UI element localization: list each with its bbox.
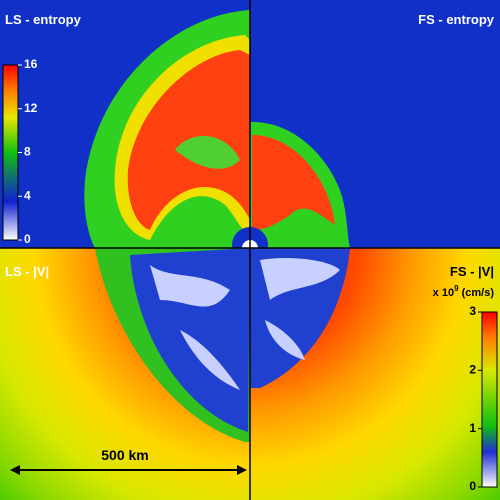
panel-label: FS - |V| <box>450 264 494 279</box>
colorbar <box>2 64 19 241</box>
tick-label: 0 <box>469 479 476 493</box>
tick-label: 12 <box>24 101 38 115</box>
tick-label: 8 <box>24 145 31 159</box>
shocked-region <box>150 265 240 390</box>
panel-label: FS - entropy <box>418 12 495 27</box>
unit-label: x 109 (cm/s) <box>433 284 495 299</box>
tick-label: 16 <box>24 57 38 71</box>
panel-label: LS - entropy <box>5 12 82 27</box>
plume <box>252 135 335 230</box>
tick-label: 1 <box>469 421 476 435</box>
panel-label: LS - |V| <box>5 264 49 279</box>
tick-label: 3 <box>469 304 476 318</box>
tick-label: 2 <box>469 363 476 377</box>
scale-bar-label: 500 km <box>101 447 148 463</box>
plume <box>175 136 240 169</box>
colorbar <box>481 311 498 488</box>
tick-label: 4 <box>24 188 31 202</box>
tick-label: 0 <box>24 232 31 246</box>
shocked-region <box>260 258 340 360</box>
